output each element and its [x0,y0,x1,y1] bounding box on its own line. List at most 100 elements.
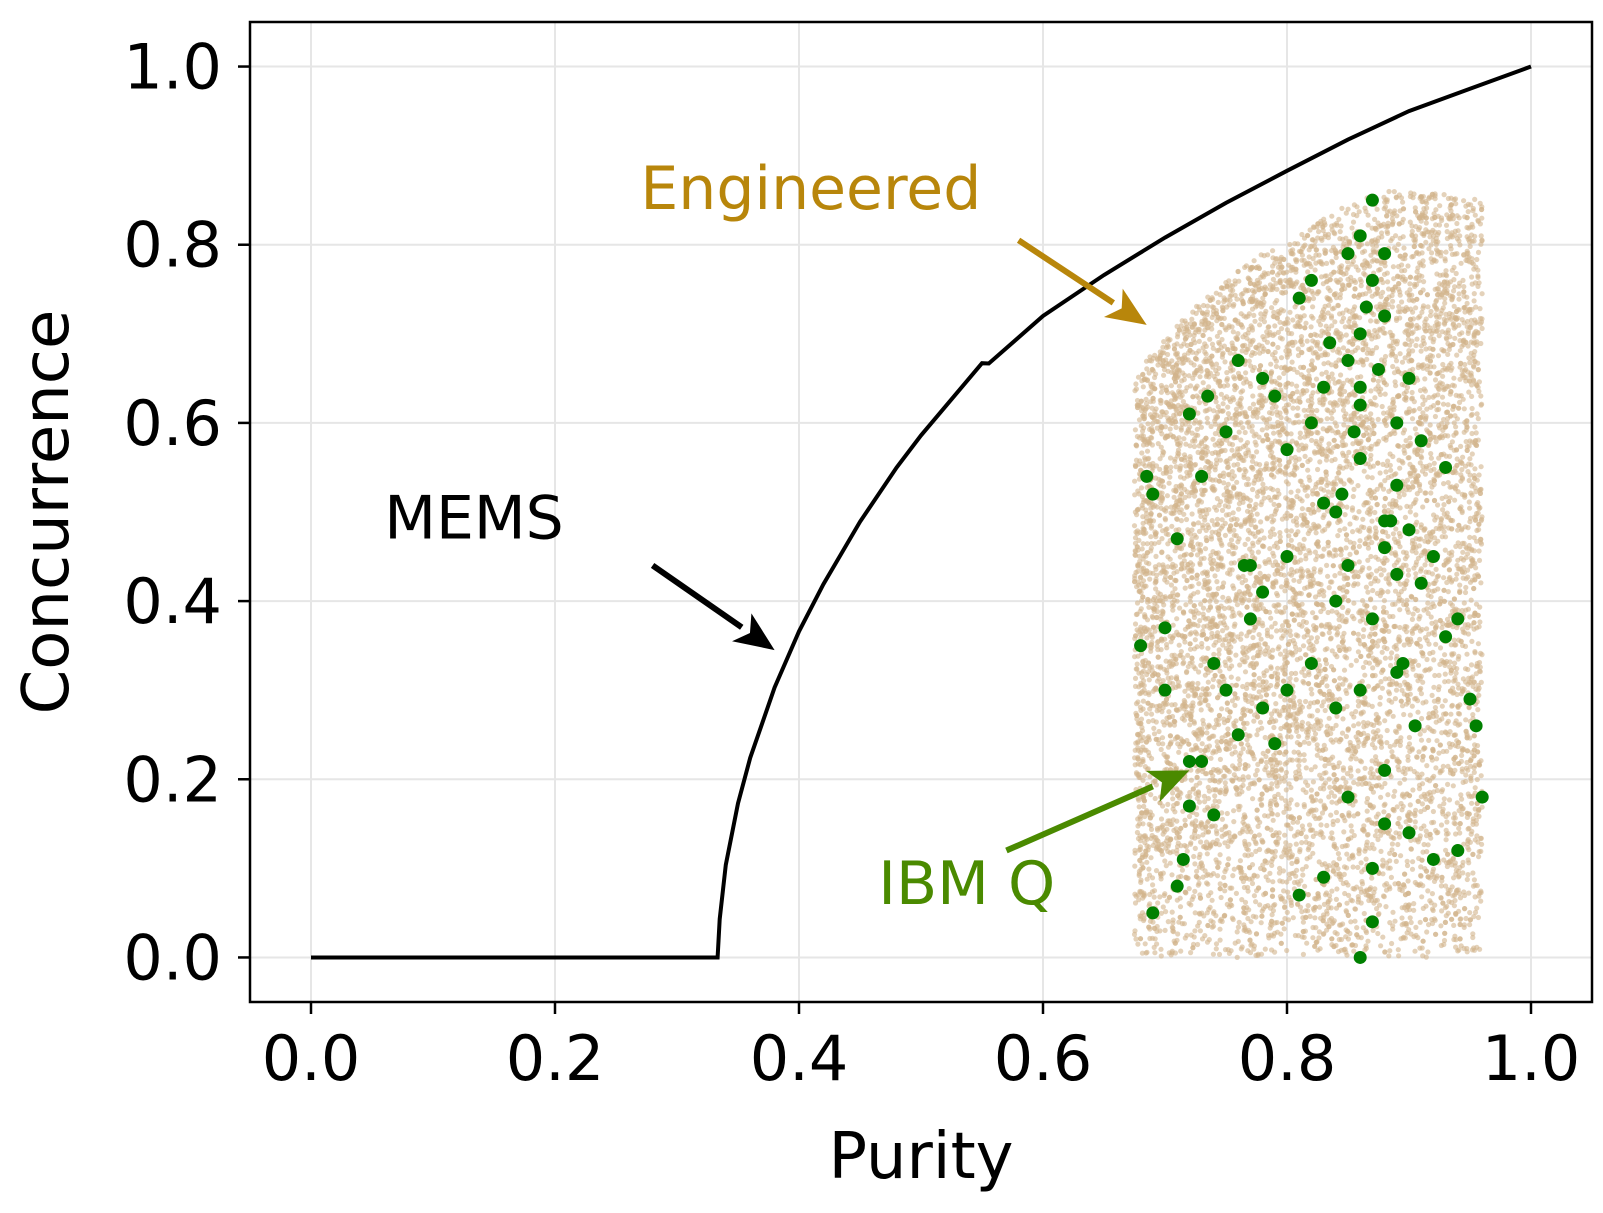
engineered-point [1275,329,1281,335]
engineered-point [1473,489,1479,495]
engineered-point [1220,594,1226,600]
engineered-point [1385,792,1391,798]
engineered-point [1328,362,1335,368]
engineered-point [1277,712,1283,719]
engineered-point [1343,779,1349,785]
engineered-point [1205,645,1211,651]
engineered-point [1222,888,1228,894]
engineered-point [1375,416,1381,422]
engineered-point [1226,904,1232,910]
engineered-point [1379,230,1385,236]
engineered-point [1397,544,1403,550]
engineered-point [1365,347,1371,353]
engineered-point [1336,346,1342,352]
engineered-point [1146,866,1152,872]
engineered-point [1149,755,1155,762]
engineered-point [1182,372,1188,378]
engineered-point [1186,373,1192,379]
engineered-point [1200,380,1206,386]
engineered-point [1216,651,1222,657]
engineered-point [1360,598,1366,604]
engineered-point [1362,848,1368,854]
engineered-point [1194,426,1200,432]
engineered-point [1310,237,1316,243]
engineered-point [1229,447,1235,453]
engineered-point [1452,284,1458,290]
engineered-point [1143,358,1150,364]
engineered-point [1351,948,1357,954]
engineered-point [1169,909,1175,915]
engineered-point [1377,694,1383,701]
engineered-point [1372,509,1378,516]
engineered-point [1176,642,1182,648]
engineered-point [1162,858,1168,864]
engineered-point [1145,749,1152,756]
engineered-point [1318,274,1325,280]
engineered-point [1327,784,1333,790]
engineered-point [1456,296,1462,302]
engineered-point [1187,472,1193,478]
engineered-point [1329,579,1335,585]
engineered-point [1390,909,1396,915]
engineered-point [1475,416,1481,422]
engineered-point [1136,553,1142,559]
engineered-point [1143,396,1149,402]
engineered-point [1273,358,1279,364]
engineered-point [1163,909,1169,915]
engineered-point [1204,415,1210,421]
engineered-point [1279,854,1285,860]
engineered-point [1316,935,1322,941]
engineered-point [1364,241,1370,247]
engineered-point [1425,842,1431,848]
engineered-point [1478,541,1485,547]
engineered-point [1460,870,1466,876]
engineered-point [1407,509,1413,515]
engineered-point [1332,231,1338,237]
engineered-point [1337,311,1343,317]
engineered-point [1399,915,1405,921]
engineered-point [1306,845,1312,851]
engineered-point [1390,531,1396,537]
engineered-point [1234,682,1240,688]
engineered-point [1250,543,1256,549]
engineered-point [1278,326,1285,332]
engineered-point [1397,315,1403,321]
engineered-point [1390,363,1396,370]
engineered-point [1469,800,1475,806]
engineered-point [1457,348,1463,354]
engineered-point [1204,730,1210,736]
engineered-point [1186,813,1193,820]
engineered-point [1357,538,1363,544]
engineered-point [1300,678,1306,685]
engineered-point [1268,513,1274,520]
engineered-point [1461,293,1467,299]
engineered-point [1267,529,1274,535]
engineered-point [1271,309,1277,315]
engineered-point [1305,908,1311,914]
engineered-point [1195,589,1201,595]
engineered-point [1248,919,1254,925]
engineered-point [1277,319,1283,325]
engineered-point [1241,725,1247,732]
engineered-point [1304,493,1310,499]
engineered-point [1258,519,1264,525]
engineered-point [1258,636,1264,642]
engineered-point [1340,880,1346,887]
engineered-point [1389,841,1395,847]
engineered-point [1355,345,1361,351]
engineered-point [1201,624,1207,630]
engineered-point [1233,406,1239,412]
engineered-point [1132,900,1139,906]
engineered-point [1333,722,1339,729]
engineered-point [1397,637,1403,644]
engineered-point [1363,208,1369,215]
engineered-point [1478,898,1484,904]
engineered-point [1420,334,1426,341]
engineered-point [1445,781,1451,788]
engineered-point [1369,518,1375,524]
engineered-point [1310,390,1316,396]
engineered-point [1343,411,1349,417]
engineered-point [1139,950,1145,956]
engineered-point [1444,819,1450,825]
engineered-point [1465,826,1471,832]
